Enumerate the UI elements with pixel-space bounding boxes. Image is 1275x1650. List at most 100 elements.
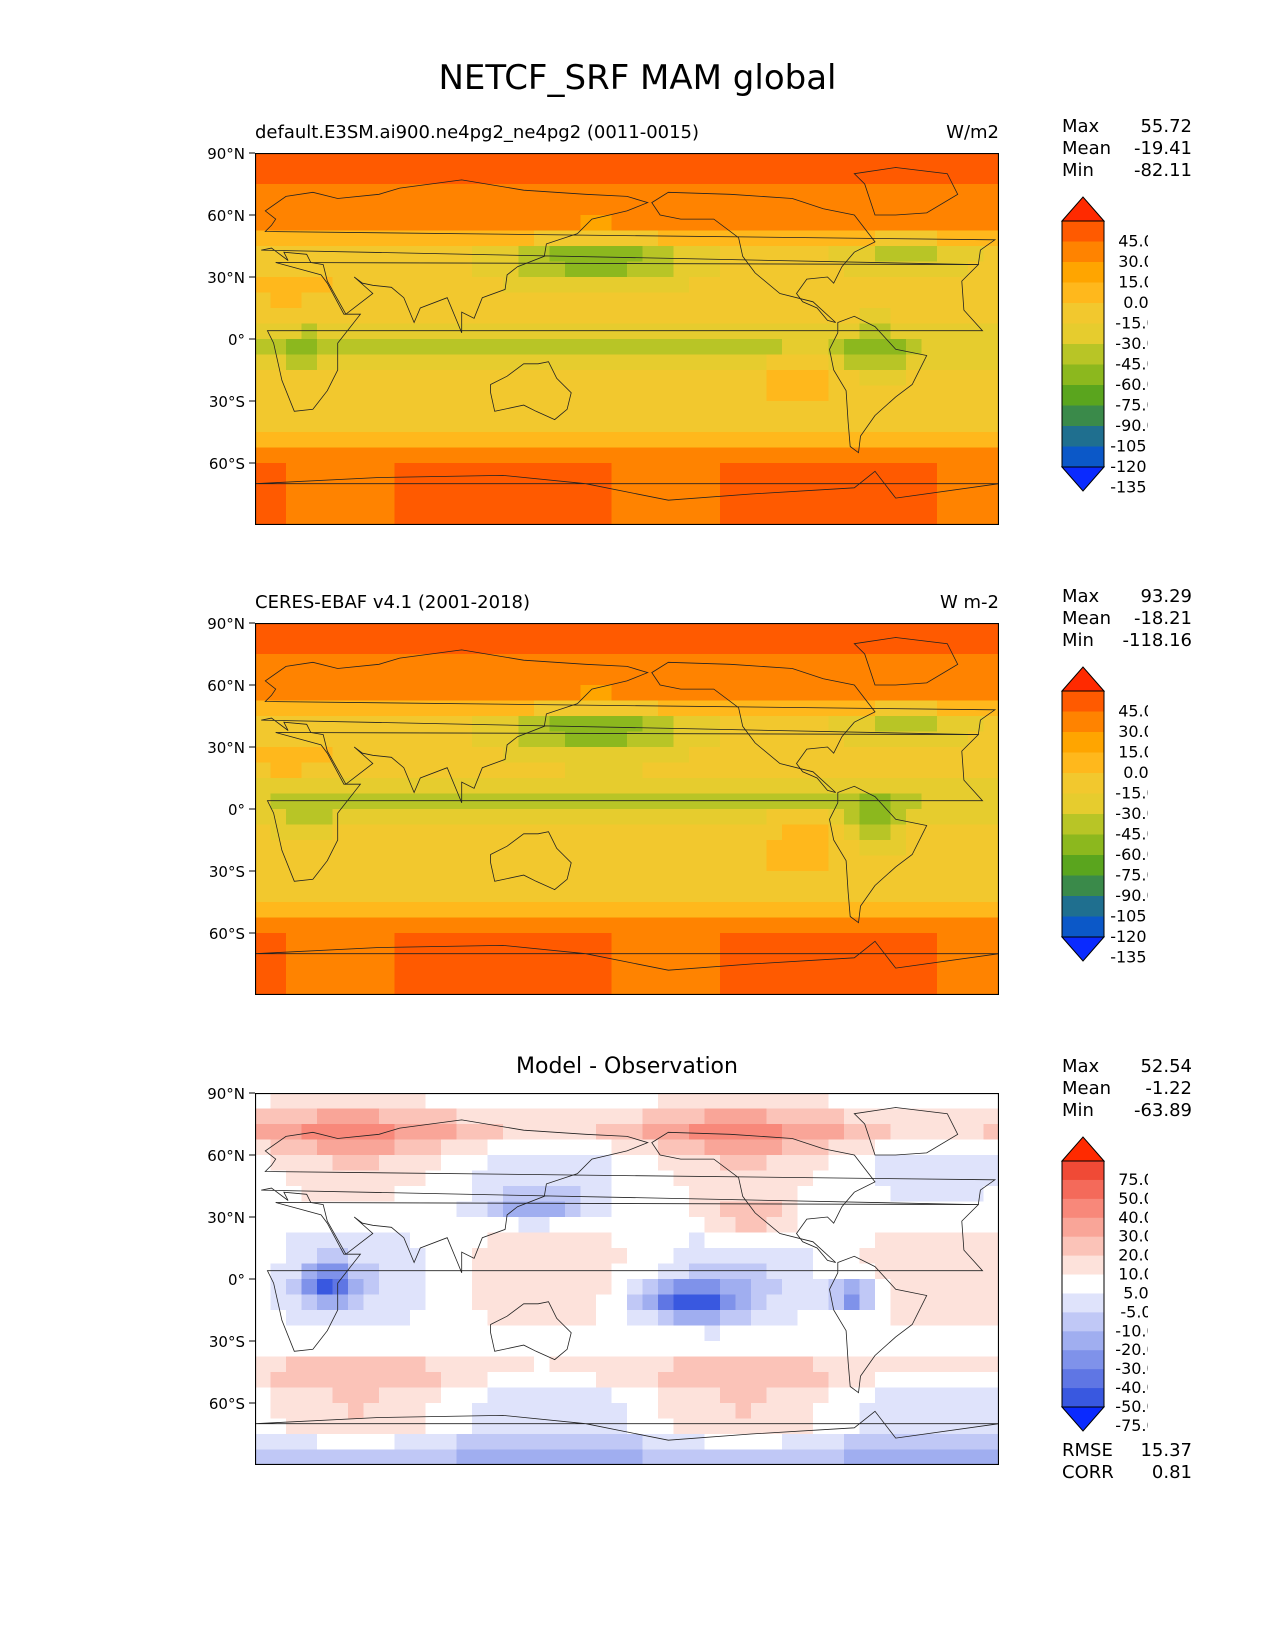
field-cell <box>580 809 597 826</box>
field-cell <box>518 277 535 294</box>
field-cell <box>906 778 923 795</box>
field-cell <box>596 401 613 418</box>
field-cell <box>379 416 396 433</box>
field-cell <box>286 1124 303 1141</box>
field-cell <box>410 623 427 640</box>
field-cell <box>720 230 737 247</box>
field-cell <box>611 762 628 779</box>
field-cell <box>317 1372 334 1389</box>
field-cell <box>534 308 551 325</box>
colorbar-label: -75.0 <box>1115 1416 1148 1435</box>
field-cell <box>332 1217 349 1234</box>
field-cell <box>720 933 737 950</box>
field-cell <box>425 685 442 702</box>
field-cell <box>379 308 396 325</box>
field-cell <box>332 215 349 232</box>
field-cell <box>270 354 287 371</box>
field-cell <box>968 917 985 934</box>
field-cell <box>518 964 535 981</box>
field-cell <box>549 623 566 640</box>
field-cell <box>828 902 845 919</box>
field-cell <box>813 731 830 748</box>
field-cell <box>658 1294 675 1311</box>
field-cell <box>611 1232 628 1249</box>
field-cell <box>410 416 427 433</box>
field-cell <box>797 1232 814 1249</box>
field-cell <box>673 494 690 511</box>
field-cell <box>844 1124 861 1141</box>
field-cell <box>859 1093 876 1110</box>
field-cell <box>425 339 442 356</box>
colorbar-segment <box>1062 834 1104 856</box>
field-cell <box>394 840 411 857</box>
field-cell <box>301 1310 318 1327</box>
field-cell <box>828 1139 845 1156</box>
field-cell <box>255 416 272 433</box>
field-cell <box>673 370 690 387</box>
field-cell <box>859 432 876 449</box>
field-cell <box>906 871 923 888</box>
field-cell <box>549 1155 566 1172</box>
field-cell <box>921 1248 938 1265</box>
field-cell <box>255 1356 272 1373</box>
field-cell <box>689 1263 706 1280</box>
field-cell <box>968 215 985 232</box>
colorbar-segment <box>1062 344 1104 365</box>
field-cell <box>673 1155 690 1172</box>
field-cell <box>270 1155 287 1172</box>
field-cell <box>937 1325 954 1342</box>
field-cell <box>937 886 954 903</box>
field-cell <box>596 1418 613 1435</box>
field-cell <box>952 246 969 263</box>
field-cell <box>503 447 520 464</box>
field-cell <box>270 793 287 810</box>
field-cell <box>689 1186 706 1203</box>
field-cell <box>441 463 458 480</box>
field-cell <box>766 793 783 810</box>
field-cell <box>441 494 458 511</box>
field-cell <box>673 979 690 995</box>
field-cell <box>766 747 783 764</box>
field-cell <box>921 979 938 995</box>
field-cell <box>751 902 768 919</box>
colorbar-label: -105.0 <box>1110 437 1148 456</box>
field-cell <box>425 716 442 733</box>
field-cell <box>689 886 706 903</box>
field-cell <box>766 1201 783 1218</box>
field-cell <box>983 168 999 185</box>
field-cell <box>518 1294 535 1311</box>
field-cell <box>332 509 349 525</box>
field-cell <box>751 370 768 387</box>
field-cell <box>797 339 814 356</box>
field-cell <box>704 1372 721 1389</box>
field-cell <box>704 824 721 841</box>
field-cell <box>348 385 365 402</box>
field-cell <box>348 762 365 779</box>
field-cell <box>844 401 861 418</box>
field-cell <box>580 1341 597 1358</box>
field-cell <box>580 964 597 981</box>
field-cell <box>751 1356 768 1373</box>
field-cell <box>890 1279 907 1296</box>
field-cell <box>394 246 411 263</box>
field-cell <box>286 1279 303 1296</box>
field-cell <box>875 323 892 340</box>
field-cell <box>921 1108 938 1125</box>
colorbar-segment <box>1062 814 1104 835</box>
field-cell <box>906 1279 923 1296</box>
field-cell <box>379 153 396 170</box>
field-cell <box>844 917 861 934</box>
field-cell <box>968 370 985 387</box>
colorbar-label: 0.0 <box>1123 763 1148 782</box>
field-cell <box>379 840 396 857</box>
field-cell <box>782 1248 799 1265</box>
field-cell <box>658 1434 675 1451</box>
field-cell <box>797 1263 814 1280</box>
field-cell <box>596 168 613 185</box>
field-cell <box>596 871 613 888</box>
field-cell <box>534 793 551 810</box>
field-cell <box>766 1186 783 1203</box>
field-cell <box>580 1279 597 1296</box>
colorbar-label: -135.0 <box>1110 948 1148 966</box>
field-cell <box>952 886 969 903</box>
